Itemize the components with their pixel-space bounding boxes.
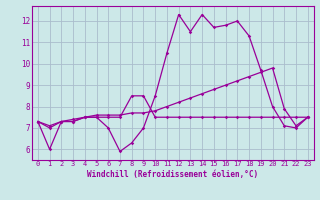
X-axis label: Windchill (Refroidissement éolien,°C): Windchill (Refroidissement éolien,°C): [87, 170, 258, 179]
